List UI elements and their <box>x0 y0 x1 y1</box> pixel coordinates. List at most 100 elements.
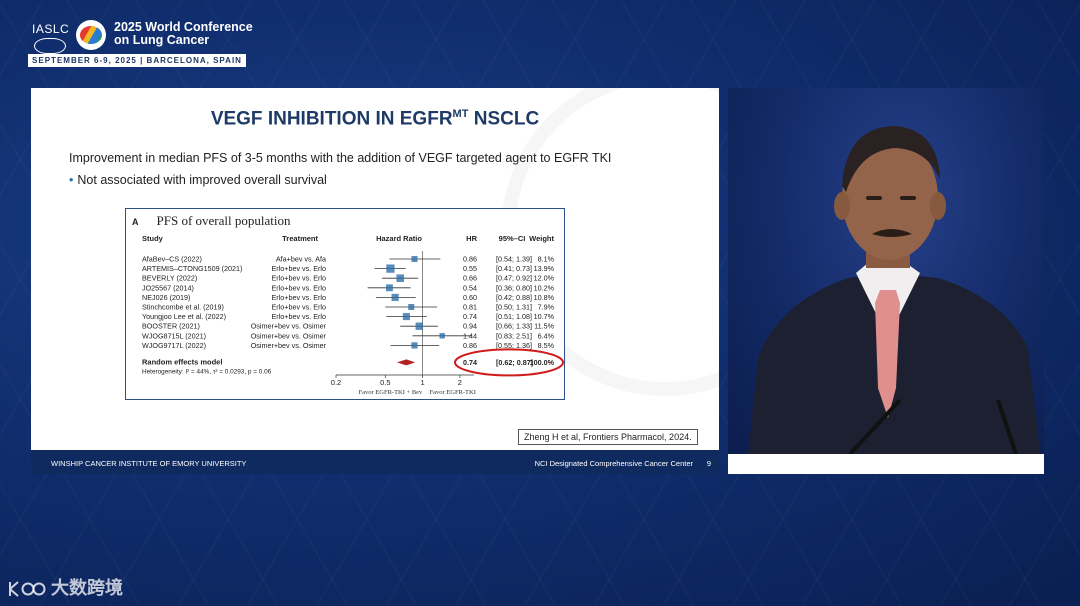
watermark-text: 大数跨境 <box>51 578 124 598</box>
conference-seal-icon <box>76 20 106 50</box>
axis-tick-label: 2 <box>458 378 462 387</box>
axis-tick-label: 1 <box>421 378 425 387</box>
treatment: Osimer+bev vs. Osimer <box>251 331 327 340</box>
weight-value: 10.8% <box>534 293 555 302</box>
watermark-logo-icon <box>9 581 46 598</box>
speaker-figure <box>748 126 1040 454</box>
forest-plot-panel-letter: A <box>132 217 139 227</box>
slide-title-main: VEGF INHIBITION IN EGFR <box>210 108 453 130</box>
iaslc-label: IASLC <box>32 22 70 36</box>
watermark: 大数跨境 <box>8 574 123 600</box>
speaker-lower-bar <box>728 454 1044 474</box>
treatment: Erlo+bev vs. Erlo <box>271 283 326 292</box>
effect-marker <box>408 303 415 311</box>
slide-bullet-sub-text: Not associated with improved overall sur… <box>77 173 327 187</box>
weight-value: 8.5% <box>538 341 555 350</box>
treatment: Osimer+bev vs. Osimer <box>251 322 327 331</box>
iaslc-logo-icon <box>34 38 66 54</box>
study-name: Youngjoo Lee et al. (2022) <box>142 312 226 321</box>
study-name: ARTEMIS–CTONG1509 (2021) <box>142 264 242 273</box>
slide-title-tail: NSCLC <box>468 108 540 130</box>
weight-value: 8.1% <box>538 255 555 264</box>
hr-value: 0.94 <box>463 322 477 331</box>
effect-marker <box>411 342 418 349</box>
slide-title-superscript: MT <box>452 108 469 120</box>
weight-value: 11.5% <box>534 322 554 331</box>
effect-marker <box>391 293 399 301</box>
hr-value: 0.74 <box>463 312 477 321</box>
forest-plot-title: A PFS of overall population <box>132 213 290 229</box>
ci-value: [0.83; 2.51] <box>496 331 532 340</box>
weight-value: 10.7% <box>534 312 555 321</box>
study-name: JO25567 (2014) <box>142 283 194 292</box>
summary-diamond <box>396 359 416 366</box>
treatment: Erlo+bev vs. Erlo <box>271 303 326 312</box>
study-name: BOOSTER (2021) <box>142 322 200 331</box>
ci-value: [0.66; 1.33] <box>496 322 532 331</box>
footer-designation: NCI Designated Comprehensive Cancer Cent… <box>534 459 693 468</box>
hr-value: 0.86 <box>463 255 477 264</box>
highlight-circle <box>454 348 564 377</box>
slide-bullet-main: Improvement in median PFS of 3-5 months … <box>69 151 612 165</box>
bullet-dot-icon: • <box>69 173 74 187</box>
study-name: Stinchcombe et al. (2019) <box>142 303 224 312</box>
slide-page-number: 9 <box>706 459 711 468</box>
ci-value: [0.36; 0.80] <box>496 283 532 292</box>
effect-marker <box>411 255 418 263</box>
hr-value: 0.81 <box>463 303 477 312</box>
treatment: Erlo+bev vs. Erlo <box>271 264 326 273</box>
conference-title: 2025 World Conference on Lung Cancer <box>114 21 253 47</box>
summary-weight: 100.0% <box>530 358 555 367</box>
study-name: WJOG8715L (2021) <box>142 331 206 340</box>
treatment: Erlo+bev vs. Erlo <box>271 312 326 321</box>
hr-value: 0.60 <box>463 293 477 302</box>
forest-plot: Study Treatment Hazard Ratio HR 95%–CI Weight… <box>142 234 564 396</box>
header-ci: 95%–CI <box>499 234 526 243</box>
axis-tick-label: 0.2 <box>331 378 341 387</box>
effect-marker <box>415 322 423 330</box>
ci-value: [0.50; 1.31] <box>496 303 532 312</box>
treatment: Erlo+bev vs. Erlo <box>271 293 326 302</box>
forest-plot-figure: A PFS of overall population Study Treatmen… <box>125 208 565 400</box>
conference-title-line1: 2025 World Conference <box>114 20 253 34</box>
study-name: BEVERLY (2022) <box>142 274 197 283</box>
study-name: NEJ026 (2019) <box>142 293 190 302</box>
favor-right-label: Favor EGFR-TKI <box>429 389 475 396</box>
conference-title-line2: on Lung Cancer <box>114 33 210 47</box>
header-hazard-ratio: Hazard Ratio <box>376 234 422 243</box>
hr-value: 0.86 <box>463 341 477 350</box>
summary-hr: 0.74 <box>463 358 477 367</box>
summary-ci: [0.62; 0.87] <box>496 358 533 367</box>
effect-marker <box>402 313 410 321</box>
citation: Zheng H et al, Frontiers Pharmacol, 2024… <box>518 429 698 445</box>
forest-plot-title-text: PFS of overall population <box>156 213 291 228</box>
favor-left-label: Favor EGFR-TKI + Bev <box>359 389 424 396</box>
conference-dates: SEPTEMBER 6-9, 2025 | BARCELONA, SPAIN <box>28 54 246 67</box>
treatment: Afa+bev vs. Afa <box>276 255 326 264</box>
effect-marker <box>439 333 445 339</box>
weight-value: 6.4% <box>538 331 555 340</box>
weight-value: 7.9% <box>538 303 555 312</box>
ci-value: [0.42; 0.88] <box>496 293 532 302</box>
header-hr: HR <box>466 234 477 243</box>
random-effects-label: Random effects model <box>142 357 222 366</box>
hr-value: 0.66 <box>463 274 477 283</box>
ci-value: [0.41; 0.73] <box>496 264 532 273</box>
header-treatment: Treatment <box>282 234 318 243</box>
presentation-slide: VEGF INHIBITION IN EGFRMT NSCLC Improvem… <box>31 88 719 450</box>
footer-institute: WINSHIP CANCER INSTITUTE OF EMORY UNIVER… <box>51 459 247 468</box>
speaker-video-panel <box>728 88 1044 454</box>
study-name: WJOG9717L (2022) <box>142 341 206 350</box>
hr-value: 0.55 <box>463 264 477 273</box>
slide-title: VEGF INHIBITION IN EGFRMT NSCLC <box>31 108 719 130</box>
slide-footer: WINSHIP CANCER INSTITUTE OF EMORY UNIVER… <box>31 450 719 474</box>
effect-marker <box>386 264 395 273</box>
header-weight: Weight <box>529 234 554 243</box>
treatment: Erlo+bev vs. Erlo <box>271 274 326 283</box>
header-study: Study <box>142 234 164 243</box>
effect-marker <box>386 284 393 292</box>
weight-value: 13.9% <box>534 264 555 273</box>
weight-value: 10.2% <box>534 283 555 292</box>
ci-value: [0.55; 1.36] <box>496 341 532 350</box>
slide-bullet-sub: • Not associated with improved overall su… <box>69 173 327 187</box>
